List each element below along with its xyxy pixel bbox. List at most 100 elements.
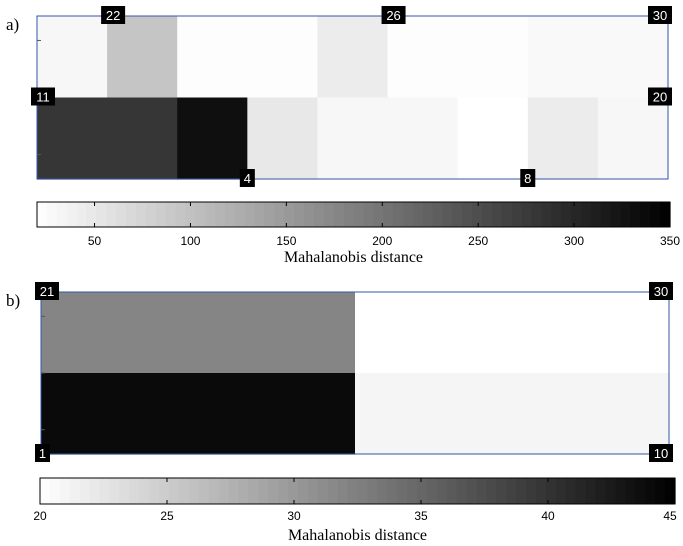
colorbar-step [521, 202, 533, 227]
colorbar-step [109, 478, 120, 504]
colorbar-step [511, 202, 523, 227]
colorbar-title: Mahalanobis distance [284, 249, 423, 266]
colorbar-step [40, 478, 51, 504]
colorbar-step [337, 478, 349, 504]
colorbar-step [645, 478, 656, 504]
node-label: 22 [106, 8, 120, 23]
colorbar-step [506, 478, 517, 504]
colorbar-step [476, 478, 488, 504]
heatmap-cell [527, 16, 599, 99]
colorbar-step [224, 202, 236, 227]
colorbar-step [208, 478, 220, 504]
heatmap-cell [597, 97, 669, 180]
node-label: 20 [653, 90, 667, 105]
colorbar-step [472, 202, 483, 227]
colorbar-step [456, 478, 468, 504]
heatmap-panel-2: b) 21 30 1 10 20 25 30 35 40 45 Mahalanobis distanc… [6, 282, 677, 544]
colorbar-step [238, 478, 249, 504]
node-label: 30 [654, 284, 668, 299]
heatmap-cell [37, 16, 108, 99]
colorbar-step [198, 478, 210, 504]
colorbar-tick-label: 25 [160, 509, 174, 523]
node-label: 1 [39, 446, 46, 461]
colorbar-step [397, 478, 408, 504]
colorbar-step [178, 478, 190, 504]
colorbar-step [630, 202, 641, 227]
colorbar-tick-label: 20 [33, 509, 47, 523]
colorbar-step [205, 202, 216, 227]
colorbar-step [323, 202, 335, 227]
colorbar: 20 25 30 35 40 45 Mahalanobis distance [33, 477, 677, 544]
colorbar-step [254, 202, 266, 227]
colorbar-step [555, 478, 567, 504]
colorbar-step [422, 202, 434, 227]
heatmap-cell [107, 16, 178, 99]
colorbar-step [317, 478, 329, 504]
heatmap-cell [527, 97, 599, 180]
colorbar-step [526, 478, 537, 504]
colorbar-step [452, 202, 463, 227]
heatmap-cell [387, 97, 459, 180]
colorbar-step [96, 202, 107, 227]
colorbar-step [412, 202, 424, 227]
node-label-box [649, 444, 673, 462]
colorbar-step [546, 478, 557, 504]
colorbar-frame [36, 201, 671, 228]
colorbar-step [215, 202, 226, 227]
colorbar-tick-label: 100 [180, 234, 200, 248]
heatmap-cell [457, 16, 529, 99]
colorbar-step [284, 202, 295, 227]
node-label-box [381, 6, 406, 24]
colorbar-step [541, 202, 552, 227]
colorbar-step [135, 202, 147, 227]
colorbar-step [264, 202, 275, 227]
node-label-box [648, 6, 672, 24]
colorbar-tick-label: 300 [564, 234, 584, 248]
colorbar-step [327, 478, 339, 504]
colorbar-step [244, 202, 256, 227]
colorbar-step [46, 202, 58, 227]
colorbar-step [288, 478, 299, 504]
colorbar-step [353, 202, 364, 227]
node-label-box [648, 87, 672, 106]
node-label: 30 [653, 8, 667, 23]
colorbar-step [145, 202, 157, 227]
colorbar-tick-label: 200 [372, 234, 392, 248]
colorbar-step [635, 478, 646, 504]
colorbar-step [357, 478, 369, 504]
colorbar-step [159, 478, 170, 504]
colorbar-step [188, 478, 200, 504]
heatmap-cell [597, 16, 669, 99]
colorbar-step [313, 202, 325, 227]
heatmap-cell [41, 292, 356, 374]
colorbar-step [432, 202, 444, 227]
colorbar-step [585, 478, 597, 504]
colorbar-title: Mahalanobis distance [288, 527, 427, 544]
heatmap-cell [457, 97, 529, 180]
colorbar-step [561, 202, 572, 227]
node-label-box [35, 282, 59, 300]
colorbar-step [59, 478, 71, 504]
colorbar-step [436, 478, 448, 504]
colorbar-step [49, 478, 61, 504]
colorbar-step [650, 202, 661, 227]
colorbar-step [491, 202, 503, 227]
colorbar-tick-label: 250 [468, 234, 488, 248]
colorbar-tick-label: 30 [287, 509, 301, 523]
colorbar-step [79, 478, 91, 504]
colorbar-step [571, 202, 582, 227]
colorbar-tick-label: 150 [276, 234, 296, 248]
colorbar-tick-label: 350 [660, 234, 680, 248]
colorbar-step [106, 202, 117, 227]
heatmap-cell [247, 16, 319, 99]
colorbar-step [536, 478, 547, 504]
colorbar-step [304, 202, 315, 227]
colorbar-step [387, 478, 398, 504]
colorbar-step [234, 202, 246, 227]
colorbar-step [99, 478, 111, 504]
colorbar-step [446, 478, 458, 504]
colorbar-step [501, 202, 513, 227]
colorbar-step [373, 202, 384, 227]
node-label-box [101, 6, 126, 24]
heatmap-cell [317, 97, 389, 180]
